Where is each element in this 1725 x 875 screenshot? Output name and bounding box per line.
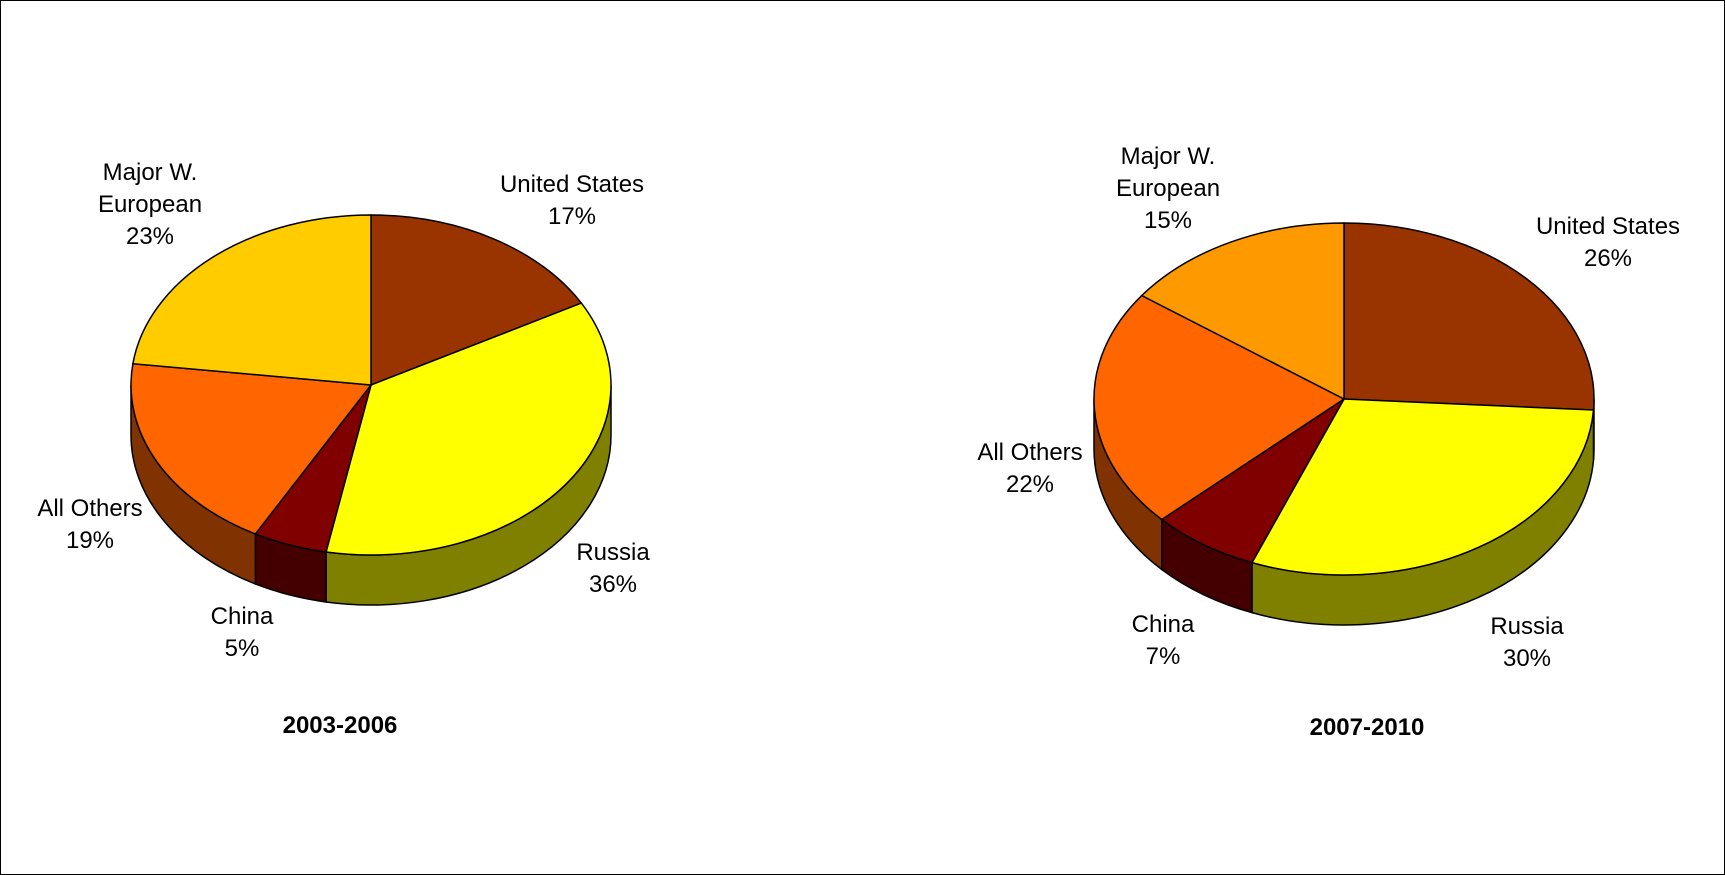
pie-chart-2007-2010: United States 26% Russia 30% China 7% All Othe… — [977, 143, 1680, 741]
slice-label-line: European — [1116, 175, 1220, 202]
slice-label-line: 23% — [126, 223, 174, 250]
chart-title-2007-2010: 2007-2010 — [1310, 714, 1425, 741]
slice-label-china: China 5% — [211, 603, 274, 662]
slice-label-united-states: United States 26% — [1536, 213, 1680, 272]
slice-label-line: China — [1132, 611, 1195, 638]
slice-label-russia: Russia 30% — [1490, 613, 1564, 672]
slice-label-line: United States — [1536, 213, 1680, 240]
slice-label-russia: Russia 36% — [576, 539, 650, 598]
slice-label-line: 5% — [225, 635, 260, 662]
pie-chart-2003-2006: United States 17% Russia 36% China 5% All Othe… — [37, 159, 650, 739]
slice-label-line: 36% — [589, 571, 637, 598]
pie-slice-china — [1160, 398, 1345, 564]
slice-label-line: 22% — [1006, 471, 1054, 498]
pie-slice-russia — [1250, 398, 1595, 576]
slice-label-line: 30% — [1503, 645, 1551, 672]
slice-label-line: Russia — [576, 539, 650, 566]
slice-label-line: 17% — [548, 203, 596, 230]
pie-slice-russia — [325, 302, 612, 556]
slice-label-china: China 7% — [1132, 611, 1195, 670]
slice-label-line: Major W. — [1121, 143, 1216, 170]
slice-label-line: European — [98, 191, 202, 218]
slice-label-line: All Others — [37, 495, 142, 522]
slice-label-line: 26% — [1584, 245, 1632, 272]
slice-label-united-states: United States 17% — [500, 171, 644, 230]
slice-label-line: United States — [500, 171, 644, 198]
chart-title-2003-2006: 2003-2006 — [283, 712, 398, 739]
pie-slice-major-w-european — [1140, 222, 1345, 401]
slice-label-all-others: All Others 19% — [37, 495, 142, 554]
slice-label-all-others: All Others 22% — [977, 439, 1082, 498]
slice-label-line: China — [211, 603, 274, 630]
slice-label-line: 7% — [1146, 643, 1181, 670]
slice-label-line: Russia — [1490, 613, 1564, 640]
pie-slice-united-states — [1343, 222, 1595, 411]
slice-label-line: Major W. — [103, 159, 198, 186]
slice-label-line: 15% — [1144, 207, 1192, 234]
slice-label-line: All Others — [977, 439, 1082, 466]
slice-label-major-w-european: Major W. European 15% — [1116, 143, 1220, 234]
pie-slice-united-states — [370, 214, 583, 387]
slice-label-major-w-european: Major W. European 23% — [98, 159, 202, 250]
slice-label-line: 19% — [66, 527, 114, 554]
pie-slice-all-others — [130, 362, 373, 535]
pie-slice-all-others — [1093, 294, 1346, 521]
pie-slice-major-w-european — [132, 214, 372, 386]
